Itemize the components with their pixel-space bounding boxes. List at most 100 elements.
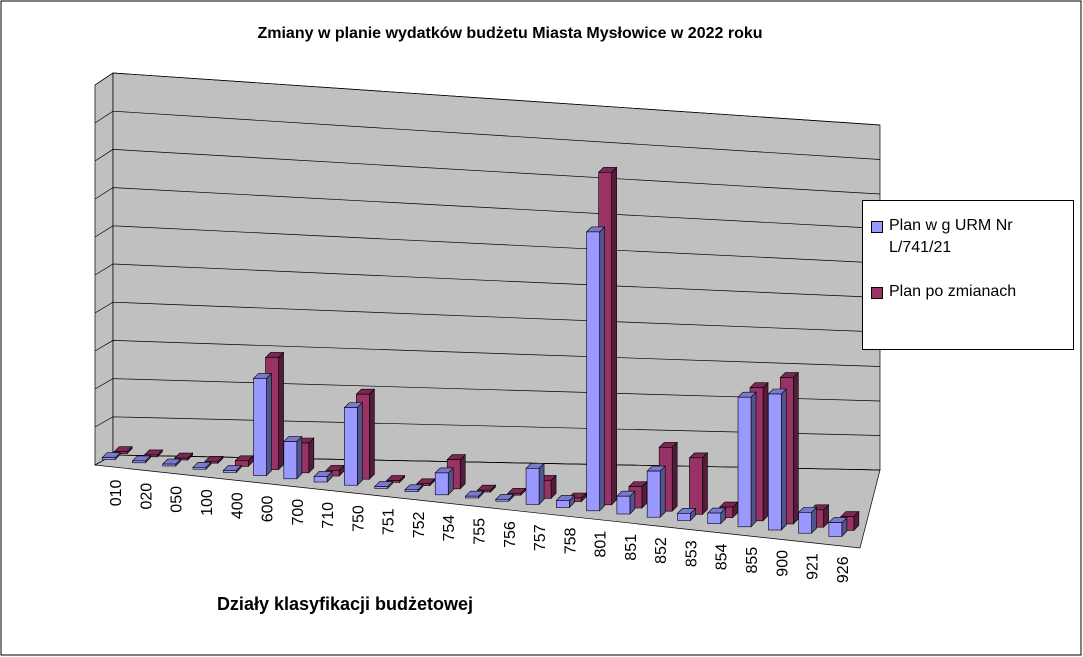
x-tick-label: 750: [350, 505, 367, 532]
bar: [585, 226, 606, 512]
bar-side: [780, 388, 787, 531]
bar: [495, 493, 515, 502]
x-tick-label: 755: [472, 518, 489, 545]
bar-front: [222, 470, 237, 473]
x-tick-label: 926: [835, 556, 852, 583]
side-wall: [94, 72, 114, 466]
bar: [204, 455, 224, 464]
legend-label: Plan po zmianach: [889, 283, 1017, 300]
bar-front: [253, 378, 267, 476]
x-tick-label: 010: [108, 480, 125, 507]
x-tick-label: 757: [532, 524, 549, 551]
bar: [707, 507, 727, 525]
bar-front: [525, 468, 540, 505]
legend-label: Plan w g URM Nr L/741/21: [889, 217, 1013, 256]
bar-front: [767, 393, 782, 531]
bar-side: [278, 351, 284, 471]
legend-swatch: [871, 287, 883, 299]
grid-line: [94, 301, 881, 333]
bar-front: [404, 489, 419, 492]
bar: [555, 494, 576, 509]
x-tick-label: 855: [744, 547, 761, 574]
bar: [113, 445, 133, 455]
grid-line: [94, 263, 881, 298]
x-tick-label: 600: [260, 496, 277, 523]
bar-front: [313, 476, 328, 483]
bar-front: [798, 512, 812, 534]
bar: [719, 501, 739, 519]
bar-side: [538, 462, 545, 506]
bar-side: [308, 437, 315, 474]
bar: [252, 372, 273, 477]
x-tick-label: 756: [502, 521, 519, 548]
bar-side: [750, 391, 757, 528]
bar-front: [162, 463, 176, 467]
bar-front: [737, 396, 752, 528]
bar-front: [828, 522, 843, 537]
x-tick-label: 020: [138, 483, 155, 510]
bar: [343, 401, 364, 486]
bar: [797, 506, 818, 534]
bar-side: [459, 453, 466, 490]
x-tick-label: 851: [623, 534, 640, 561]
legend: Plan w g URM Nr L/741/21 Plan po zmianach: [862, 200, 1074, 350]
bar: [676, 507, 697, 522]
grid-line: [94, 149, 881, 195]
x-tick-label: 700: [290, 499, 307, 526]
bar-side: [792, 371, 799, 525]
bar-front: [586, 231, 600, 512]
grid-line: [94, 416, 881, 436]
bar-front: [646, 470, 661, 518]
bar-front: [689, 457, 703, 515]
bar: [373, 480, 394, 490]
bar-front: [132, 460, 146, 464]
bar-side: [357, 401, 363, 486]
bar-side: [702, 452, 708, 516]
bar-front: [495, 499, 510, 502]
bar: [434, 467, 454, 496]
bar-side: [266, 372, 272, 477]
bar: [101, 451, 121, 461]
bar-front: [192, 467, 207, 470]
bar: [616, 490, 636, 515]
bar-side: [369, 388, 375, 480]
bar: [173, 452, 194, 461]
x-tick-label: 754: [441, 515, 458, 542]
x-tick-label: 854: [714, 544, 731, 571]
bar: [646, 465, 666, 518]
grid-line: [94, 110, 881, 160]
bar: [767, 388, 788, 531]
grid-line: [94, 340, 881, 367]
bar: [737, 391, 757, 528]
grid-line: [94, 72, 881, 126]
bar: [131, 455, 152, 464]
bar-front: [434, 472, 449, 496]
bar-front: [283, 441, 298, 480]
x-tick-label: 100: [199, 489, 216, 516]
bar: [313, 470, 333, 483]
bar: [283, 435, 303, 480]
x-tick-label: 900: [774, 550, 791, 577]
grid-line: [94, 225, 881, 264]
bar-front: [465, 495, 479, 499]
x-tick-label: 752: [411, 512, 428, 539]
bar-front: [344, 407, 358, 486]
x-axis-label: Działy klasyfikacji budżetowej: [217, 594, 473, 614]
grid-line: [94, 187, 881, 229]
bar: [828, 516, 848, 538]
legend-swatch: [871, 221, 883, 233]
bar-side: [762, 382, 769, 522]
bar: [192, 461, 212, 470]
bar: [525, 462, 545, 506]
x-tick-label: 400: [229, 492, 246, 519]
x-tick-label: 710: [320, 502, 337, 529]
bar-front: [234, 460, 249, 467]
bar-side: [599, 226, 605, 512]
x-tick-label: 852: [653, 537, 670, 564]
bar-side: [611, 166, 617, 506]
x-tick-label: 853: [683, 540, 700, 567]
x-tick-label: 050: [169, 486, 186, 513]
x-tick-label: 758: [562, 528, 579, 555]
x-tick-label: 751: [381, 508, 398, 535]
